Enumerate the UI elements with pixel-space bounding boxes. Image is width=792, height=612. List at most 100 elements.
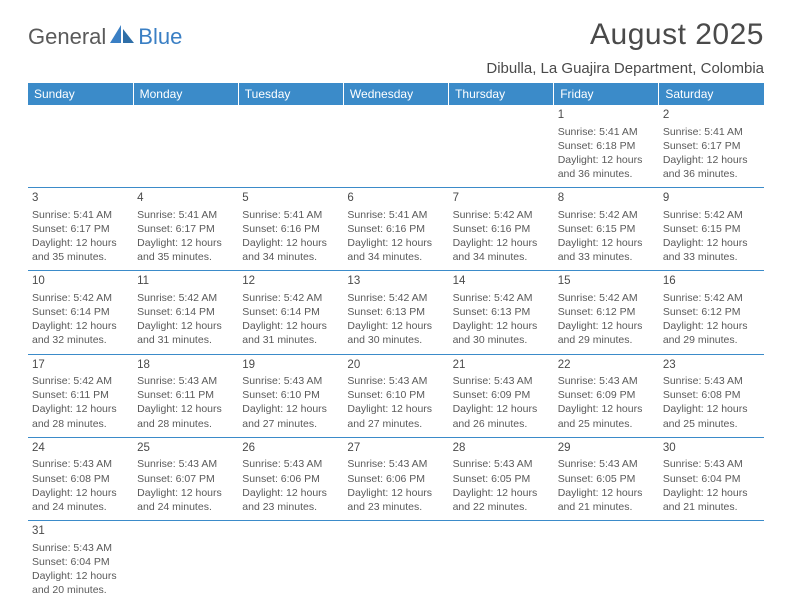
sunset-line: Sunset: 6:12 PM <box>663 305 760 319</box>
daylight-line: Daylight: 12 hours and 33 minutes. <box>558 236 655 264</box>
sunset-line: Sunset: 6:17 PM <box>663 139 760 153</box>
daylight-line: Daylight: 12 hours and 23 minutes. <box>242 486 339 514</box>
calendar-cell: 26Sunrise: 5:43 AMSunset: 6:06 PMDayligh… <box>238 437 343 520</box>
calendar-cell: 17Sunrise: 5:42 AMSunset: 6:11 PMDayligh… <box>28 354 133 437</box>
header: General Blue August 2025 Dibulla, La Gua… <box>28 18 764 77</box>
calendar-row: 10Sunrise: 5:42 AMSunset: 6:14 PMDayligh… <box>28 271 764 354</box>
sunset-line: Sunset: 6:14 PM <box>32 305 129 319</box>
sunrise-line: Sunrise: 5:41 AM <box>242 208 339 222</box>
calendar-cell: 31Sunrise: 5:43 AMSunset: 6:04 PMDayligh… <box>28 521 133 604</box>
daylight-line: Daylight: 12 hours and 29 minutes. <box>663 319 760 347</box>
sunset-line: Sunset: 6:05 PM <box>453 472 550 486</box>
day-number: 31 <box>32 524 129 540</box>
daylight-line: Daylight: 12 hours and 28 minutes. <box>137 402 234 430</box>
calendar-cell: 21Sunrise: 5:43 AMSunset: 6:09 PMDayligh… <box>449 354 554 437</box>
daylight-line: Daylight: 12 hours and 21 minutes. <box>558 486 655 514</box>
calendar-cell <box>28 105 133 188</box>
daylight-line: Daylight: 12 hours and 33 minutes. <box>663 236 760 264</box>
calendar-cell <box>343 105 448 188</box>
sunrise-line: Sunrise: 5:42 AM <box>558 291 655 305</box>
sunset-line: Sunset: 6:06 PM <box>347 472 444 486</box>
calendar-cell: 29Sunrise: 5:43 AMSunset: 6:05 PMDayligh… <box>554 437 659 520</box>
calendar-row: 17Sunrise: 5:42 AMSunset: 6:11 PMDayligh… <box>28 354 764 437</box>
daylight-line: Daylight: 12 hours and 32 minutes. <box>32 319 129 347</box>
sunset-line: Sunset: 6:16 PM <box>453 222 550 236</box>
daylight-line: Daylight: 12 hours and 25 minutes. <box>663 402 760 430</box>
calendar-cell: 25Sunrise: 5:43 AMSunset: 6:07 PMDayligh… <box>133 437 238 520</box>
day-number: 15 <box>558 274 655 290</box>
sunset-line: Sunset: 6:15 PM <box>663 222 760 236</box>
daylight-line: Daylight: 12 hours and 23 minutes. <box>347 486 444 514</box>
sunrise-line: Sunrise: 5:41 AM <box>347 208 444 222</box>
day-number: 27 <box>347 441 444 457</box>
calendar-cell: 7Sunrise: 5:42 AMSunset: 6:16 PMDaylight… <box>449 188 554 271</box>
sunset-line: Sunset: 6:13 PM <box>347 305 444 319</box>
calendar-cell: 4Sunrise: 5:41 AMSunset: 6:17 PMDaylight… <box>133 188 238 271</box>
calendar-cell: 19Sunrise: 5:43 AMSunset: 6:10 PMDayligh… <box>238 354 343 437</box>
day-number: 3 <box>32 191 129 207</box>
sunrise-line: Sunrise: 5:42 AM <box>558 208 655 222</box>
day-number: 11 <box>137 274 234 290</box>
calendar-cell <box>659 521 764 604</box>
sunset-line: Sunset: 6:11 PM <box>32 388 129 402</box>
calendar-cell: 16Sunrise: 5:42 AMSunset: 6:12 PMDayligh… <box>659 271 764 354</box>
daylight-line: Daylight: 12 hours and 21 minutes. <box>663 486 760 514</box>
calendar-cell: 18Sunrise: 5:43 AMSunset: 6:11 PMDayligh… <box>133 354 238 437</box>
sunrise-line: Sunrise: 5:42 AM <box>663 208 760 222</box>
day-number: 29 <box>558 441 655 457</box>
calendar-cell <box>343 521 448 604</box>
sunrise-line: Sunrise: 5:42 AM <box>663 291 760 305</box>
sunrise-line: Sunrise: 5:43 AM <box>32 541 129 555</box>
sunrise-line: Sunrise: 5:41 AM <box>663 125 760 139</box>
sunset-line: Sunset: 6:17 PM <box>137 222 234 236</box>
sunset-line: Sunset: 6:11 PM <box>137 388 234 402</box>
calendar-cell: 3Sunrise: 5:41 AMSunset: 6:17 PMDaylight… <box>28 188 133 271</box>
sunrise-line: Sunrise: 5:42 AM <box>137 291 234 305</box>
weekday-header: Friday <box>554 83 659 105</box>
sunrise-line: Sunrise: 5:43 AM <box>558 457 655 471</box>
day-number: 22 <box>558 358 655 374</box>
sunset-line: Sunset: 6:14 PM <box>242 305 339 319</box>
calendar-cell: 5Sunrise: 5:41 AMSunset: 6:16 PMDaylight… <box>238 188 343 271</box>
calendar-table: SundayMondayTuesdayWednesdayThursdayFrid… <box>28 83 764 603</box>
calendar-cell <box>238 521 343 604</box>
daylight-line: Daylight: 12 hours and 24 minutes. <box>32 486 129 514</box>
daylight-line: Daylight: 12 hours and 31 minutes. <box>137 319 234 347</box>
calendar-cell: 1Sunrise: 5:41 AMSunset: 6:18 PMDaylight… <box>554 105 659 188</box>
calendar-cell: 8Sunrise: 5:42 AMSunset: 6:15 PMDaylight… <box>554 188 659 271</box>
daylight-line: Daylight: 12 hours and 25 minutes. <box>558 402 655 430</box>
day-number: 18 <box>137 358 234 374</box>
daylight-line: Daylight: 12 hours and 36 minutes. <box>663 153 760 181</box>
sunrise-line: Sunrise: 5:42 AM <box>453 208 550 222</box>
daylight-line: Daylight: 12 hours and 31 minutes. <box>242 319 339 347</box>
sunrise-line: Sunrise: 5:41 AM <box>558 125 655 139</box>
logo-text-2: Blue <box>138 24 182 50</box>
day-number: 19 <box>242 358 339 374</box>
daylight-line: Daylight: 12 hours and 22 minutes. <box>453 486 550 514</box>
location-text: Dibulla, La Guajira Department, Colombia <box>486 60 764 77</box>
logo-text-1: General <box>28 24 106 50</box>
daylight-line: Daylight: 12 hours and 28 minutes. <box>32 402 129 430</box>
sunrise-line: Sunrise: 5:43 AM <box>347 374 444 388</box>
daylight-line: Daylight: 12 hours and 35 minutes. <box>137 236 234 264</box>
month-title: August 2025 <box>486 18 764 52</box>
sunrise-line: Sunrise: 5:43 AM <box>137 457 234 471</box>
sunrise-line: Sunrise: 5:43 AM <box>663 457 760 471</box>
calendar-cell: 27Sunrise: 5:43 AMSunset: 6:06 PMDayligh… <box>343 437 448 520</box>
daylight-line: Daylight: 12 hours and 20 minutes. <box>32 569 129 597</box>
calendar-body: 1Sunrise: 5:41 AMSunset: 6:18 PMDaylight… <box>28 105 764 603</box>
sunrise-line: Sunrise: 5:42 AM <box>242 291 339 305</box>
sunrise-line: Sunrise: 5:43 AM <box>242 374 339 388</box>
day-number: 4 <box>137 191 234 207</box>
calendar-cell: 20Sunrise: 5:43 AMSunset: 6:10 PMDayligh… <box>343 354 448 437</box>
sunrise-line: Sunrise: 5:42 AM <box>347 291 444 305</box>
daylight-line: Daylight: 12 hours and 30 minutes. <box>453 319 550 347</box>
sunset-line: Sunset: 6:05 PM <box>558 472 655 486</box>
sunset-line: Sunset: 6:13 PM <box>453 305 550 319</box>
sunset-line: Sunset: 6:17 PM <box>32 222 129 236</box>
day-number: 16 <box>663 274 760 290</box>
calendar-row: 24Sunrise: 5:43 AMSunset: 6:08 PMDayligh… <box>28 437 764 520</box>
day-number: 5 <box>242 191 339 207</box>
day-number: 23 <box>663 358 760 374</box>
logo-sail-icon <box>110 25 136 50</box>
